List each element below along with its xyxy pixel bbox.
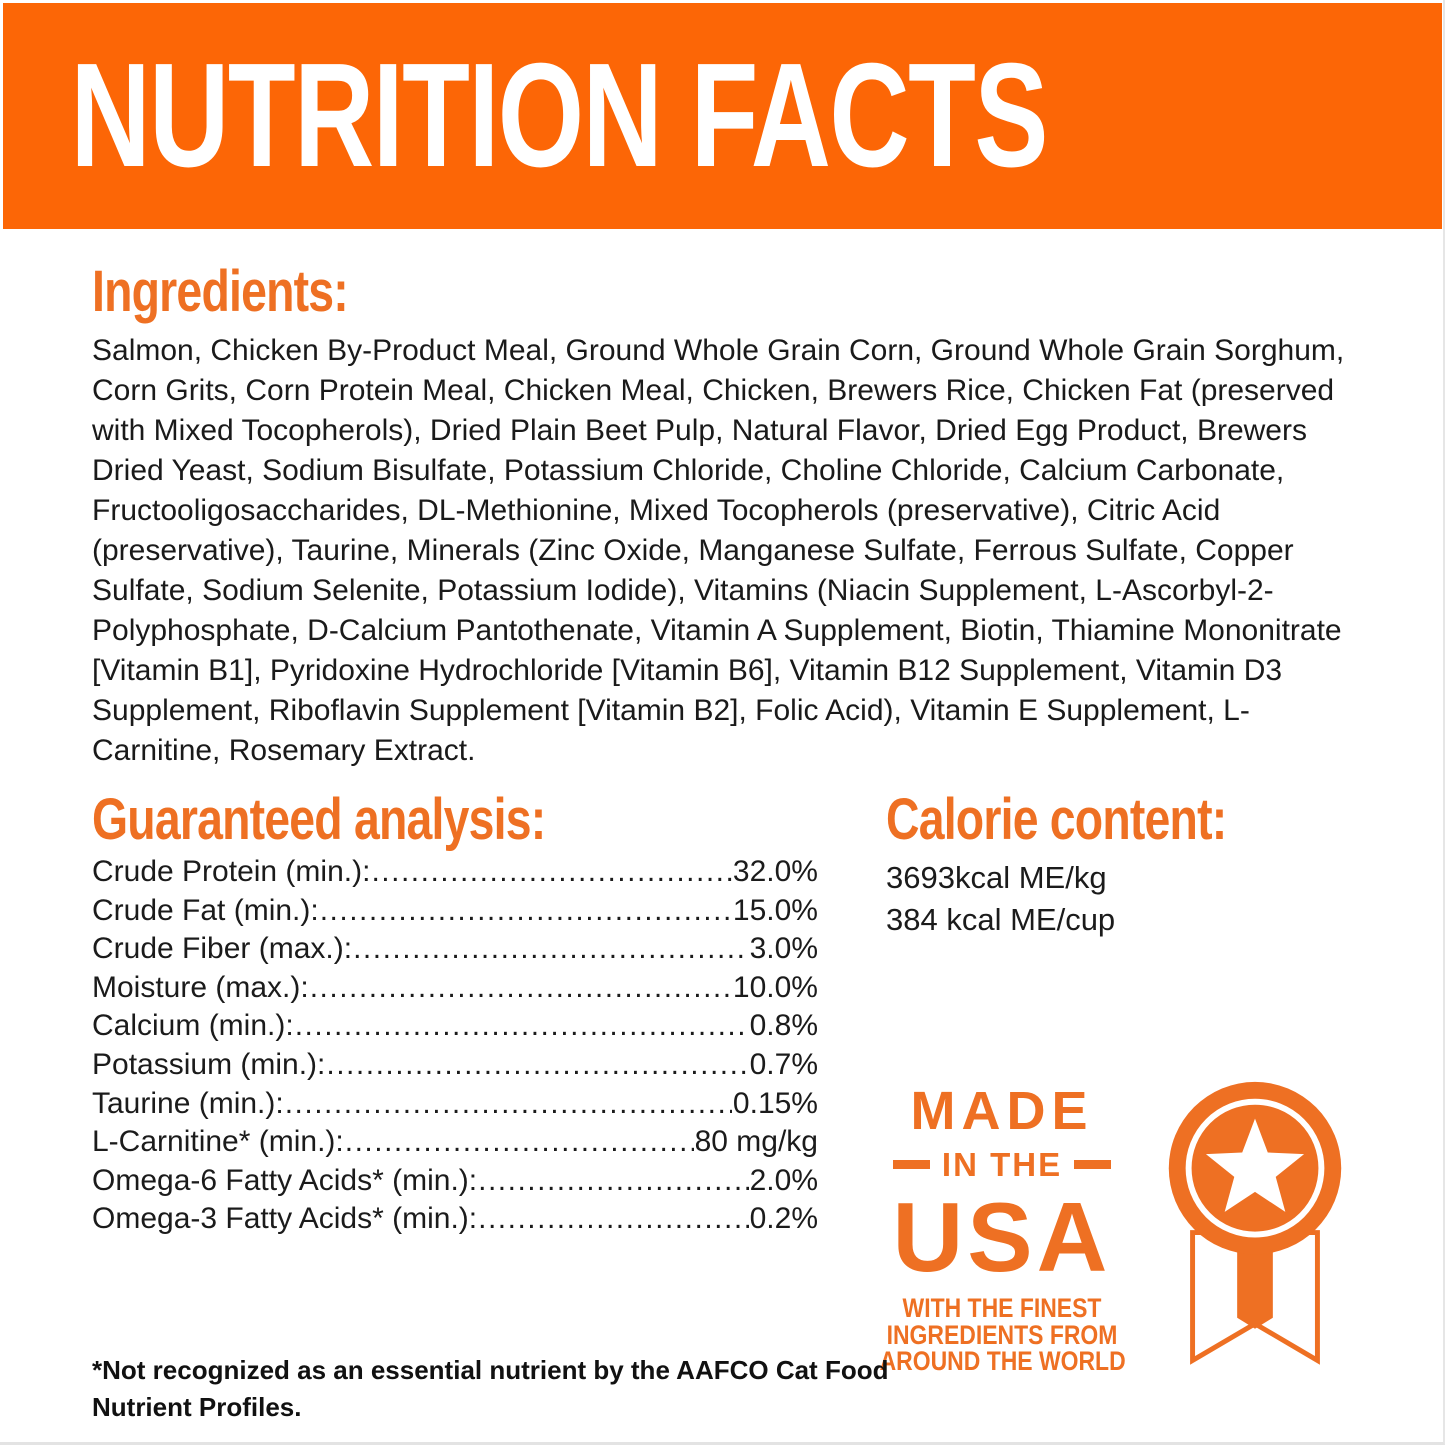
analysis-label: L-Carnitine* (min.): <box>92 1125 344 1159</box>
analysis-row: Taurine (min.):.........................… <box>92 1085 818 1124</box>
analysis-row: Crude Fiber (max.):.....................… <box>92 930 818 969</box>
analysis-row: Crude Protein (min.):...................… <box>92 853 818 892</box>
dot-leader: ........................................… <box>353 932 749 966</box>
analysis-label: Crude Protein (min.): <box>92 855 371 888</box>
analysis-label: Crude Fiber (max.): <box>92 932 353 966</box>
tagline-line: WITH THE FINEST <box>902 1293 1102 1323</box>
analysis-label: Potassium (min.): <box>92 1047 326 1081</box>
badge-usa-label: USA <box>892 1182 1112 1292</box>
analysis-value: 32.0% <box>732 855 818 888</box>
badge-in-the-label: IN THE <box>941 1146 1063 1183</box>
analysis-value: 2.0% <box>749 1163 818 1197</box>
badge-made-label: MADE <box>910 1081 1094 1141</box>
made-in-usa-text: MADE IN THE USA WITH THE FINEST INGREDIE… <box>858 1078 1146 1375</box>
analysis-value: 0.7% <box>749 1047 818 1081</box>
analysis-value: 10.0% <box>732 970 818 1004</box>
ingredients-heading: Ingredients: <box>92 259 349 324</box>
analysis-value: 80 mg/kg <box>694 1125 818 1159</box>
page-title: NUTRITION FACTS <box>70 33 1049 198</box>
dot-leader: ........................................… <box>344 1125 694 1159</box>
badge-tagline: WITH THE FINEST INGREDIENTS FROM AROUND … <box>879 1293 1126 1376</box>
analysis-value: 3.0% <box>749 932 818 966</box>
left-dash-bar <box>892 1160 930 1169</box>
analysis-row: Calcium (min.):.........................… <box>92 1007 818 1046</box>
calorie-per-kg: 3693kcal ME/kg <box>886 860 1107 895</box>
dot-leader: ........................................… <box>326 1047 749 1081</box>
analysis-value: 0.2% <box>749 1202 818 1236</box>
analysis-row: Crude Fat (min.):.......................… <box>92 892 818 931</box>
analysis-label: Crude Fat (min.): <box>92 893 319 927</box>
badge-in-the-row: IN THE <box>858 1148 1146 1181</box>
dot-leader: ........................................… <box>319 893 732 927</box>
dot-leader: ........................................… <box>284 1086 732 1120</box>
analysis-label: Taurine (min.): <box>92 1086 284 1120</box>
ingredients-paragraph: Salmon, Chicken By-Product Meal, Ground … <box>92 334 1345 767</box>
analysis-row: Potassium (min.):.......................… <box>92 1046 818 1085</box>
right-dash-bar <box>1074 1160 1112 1169</box>
dot-leader: ........................................… <box>478 1202 749 1236</box>
footnote: *Not recognized as an essential nutrient… <box>92 1355 889 1422</box>
calorie-content-heading: Calorie content: <box>886 787 1227 852</box>
header-band: NUTRITION FACTS <box>3 3 1442 229</box>
analysis-value: 0.15% <box>732 1086 818 1120</box>
analysis-label: Omega-3 Fatty Acids* (min.): <box>92 1202 478 1236</box>
analysis-row: Omega-6 Fatty Acids* (min.):............… <box>92 1162 818 1201</box>
made-in-usa-badge: MADE IN THE USA WITH THE FINEST INGREDIE… <box>858 1078 1346 1406</box>
dot-leader: ........................................… <box>294 1009 749 1043</box>
dot-leader: ........................................… <box>371 855 732 888</box>
analysis-value: 0.8% <box>749 1009 818 1043</box>
calorie-per-cup: 384 kcal ME/cup <box>886 902 1116 937</box>
tagline-line: INGREDIENTS FROM <box>886 1319 1118 1350</box>
guaranteed-analysis-list: Crude Protein (min.):...................… <box>92 853 818 1239</box>
analysis-label: Moisture (max.): <box>92 970 309 1004</box>
calorie-content-values: 3693kcal ME/kg 384 kcal ME/cup <box>886 857 1115 941</box>
dot-leader: ........................................… <box>309 970 732 1004</box>
analysis-label: Omega-6 Fatty Acids* (min.): <box>92 1163 478 1197</box>
analysis-row: Omega-3 Fatty Acids* (min.):............… <box>92 1200 818 1239</box>
analysis-label: Calcium (min.): <box>92 1009 294 1043</box>
analysis-row: L-Carnitine* (min.):....................… <box>92 1123 818 1162</box>
dot-leader: ........................................… <box>478 1163 749 1197</box>
analysis-value: 15.0% <box>732 893 818 927</box>
guaranteed-analysis-heading: Guaranteed analysis: <box>92 787 546 852</box>
tagline-line: AROUND THE WORLD <box>879 1346 1126 1376</box>
analysis-row: Moisture (max.):........................… <box>92 969 818 1008</box>
award-ribbon-star-icon <box>1168 1081 1342 1365</box>
